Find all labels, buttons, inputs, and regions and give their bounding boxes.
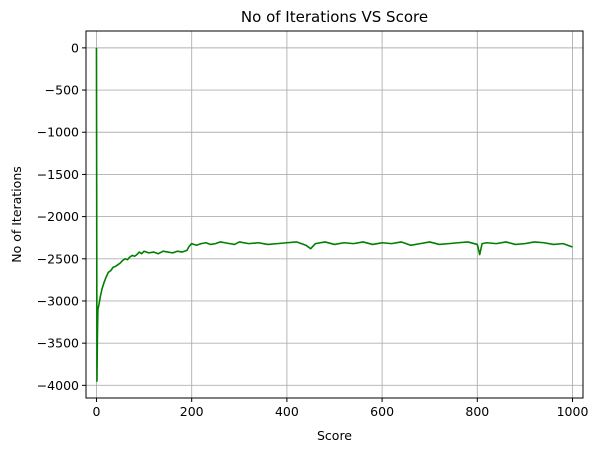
x-axis-title: Score xyxy=(317,428,352,443)
y-axis-title: No of Iterations xyxy=(9,166,24,263)
x-tick-label: 800 xyxy=(465,404,489,419)
x-tick-label: 200 xyxy=(180,404,204,419)
x-tick-label: 1000 xyxy=(557,404,589,419)
y-tick-label: −1000 xyxy=(37,125,79,140)
y-tick-label: 0 xyxy=(71,40,79,55)
y-tick-label: −3500 xyxy=(37,336,79,351)
x-tick-label: 600 xyxy=(370,404,394,419)
x-tick-label: 0 xyxy=(92,404,100,419)
axis-ticks: 0 200 400 600 800 1000 0 −500 −1000 −1500 −2000 −25… xyxy=(37,40,589,419)
chart-title: No of Iterations VS Score xyxy=(241,8,428,26)
y-tick-label: −500 xyxy=(45,83,79,98)
y-tick-label: −3000 xyxy=(37,293,79,308)
plot-frame xyxy=(85,30,584,399)
x-tick-label: 400 xyxy=(275,404,299,419)
series-line xyxy=(95,47,573,382)
gridlines xyxy=(86,31,583,398)
y-tick-label: −2500 xyxy=(37,251,79,266)
y-tick-label: −2000 xyxy=(37,209,79,224)
y-tick-label: −1500 xyxy=(37,167,79,182)
y-tick-label: −4000 xyxy=(37,378,79,393)
